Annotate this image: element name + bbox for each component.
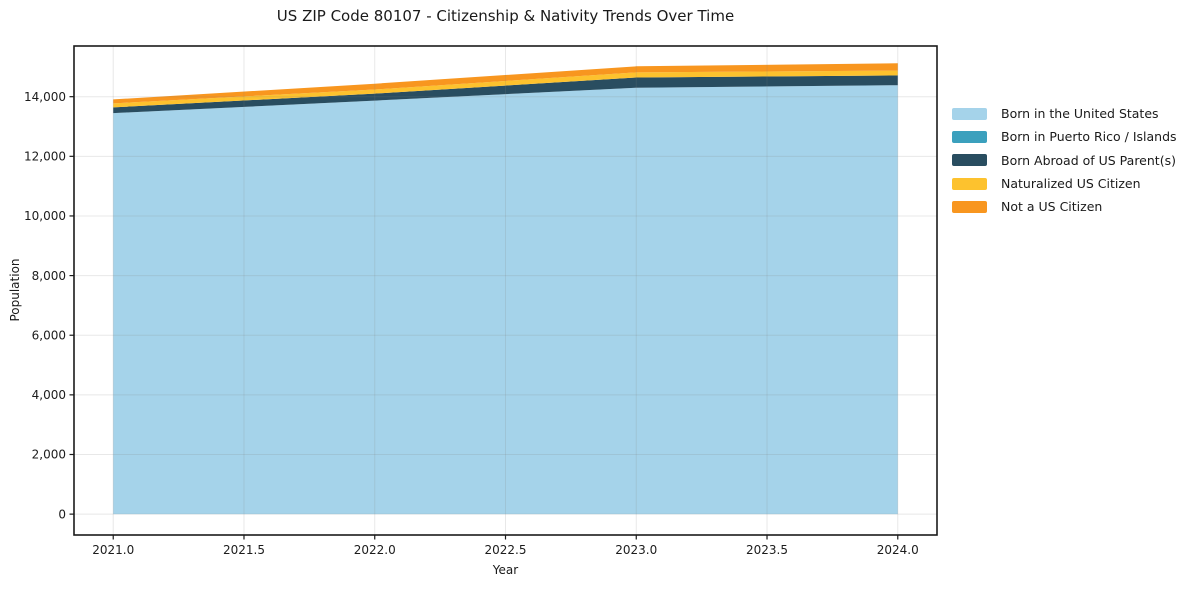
legend-swatch-naturalized-icon xyxy=(952,177,987,190)
legend: Born in the United States Born in Puerto… xyxy=(952,102,1177,218)
y-tick-label: 14,000 xyxy=(24,90,66,104)
y-tick-label: 6,000 xyxy=(32,328,66,342)
x-axis-label: Year xyxy=(492,563,519,577)
x-tick-label: 2023.0 xyxy=(615,543,657,557)
x-tick-label: 2022.5 xyxy=(485,543,527,557)
x-tick-label: 2023.5 xyxy=(746,543,788,557)
legend-swatch-born-abroad-icon xyxy=(952,154,987,167)
area-band-3 xyxy=(113,70,898,108)
legend-item: Born in the United States xyxy=(952,102,1177,125)
legend-item: Born Abroad of US Parent(s) xyxy=(952,149,1177,172)
y-tick-label: 4,000 xyxy=(32,388,66,402)
y-tick-label: 8,000 xyxy=(32,269,66,283)
y-tick-label: 12,000 xyxy=(24,150,66,164)
x-tick-label: 2022.0 xyxy=(354,543,396,557)
y-tick-label: 2,000 xyxy=(32,448,66,462)
y-tick-label: 10,000 xyxy=(24,209,66,223)
legend-swatch-noncitizen-icon xyxy=(952,200,987,213)
legend-swatch-born-us-icon xyxy=(952,107,987,120)
chart-title: US ZIP Code 80107 - Citizenship & Nativi… xyxy=(276,7,735,25)
legend-item: Not a US Citizen xyxy=(952,195,1177,218)
x-tick-label: 2021.5 xyxy=(223,543,265,557)
legend-label: Not a US Citizen xyxy=(1001,199,1103,215)
area-band-0 xyxy=(113,85,898,515)
y-tick-label: 0 xyxy=(58,507,66,521)
legend-swatch-puerto-rico-icon xyxy=(952,130,987,143)
legend-label: Born Abroad of US Parent(s) xyxy=(1001,152,1176,168)
x-tick-label: 2024.0 xyxy=(877,543,919,557)
area-band-2 xyxy=(113,75,898,114)
x-tick-label: 2021.0 xyxy=(92,543,134,557)
legend-item: Born in Puerto Rico / Islands xyxy=(952,125,1177,148)
legend-label: Naturalized US Citizen xyxy=(1001,176,1141,192)
legend-label: Born in the United States xyxy=(1001,106,1159,122)
y-axis-label: Population xyxy=(8,258,22,322)
area-band-4 xyxy=(113,63,898,104)
legend-item: Naturalized US Citizen xyxy=(952,172,1177,195)
legend-label: Born in Puerto Rico / Islands xyxy=(1001,129,1177,145)
